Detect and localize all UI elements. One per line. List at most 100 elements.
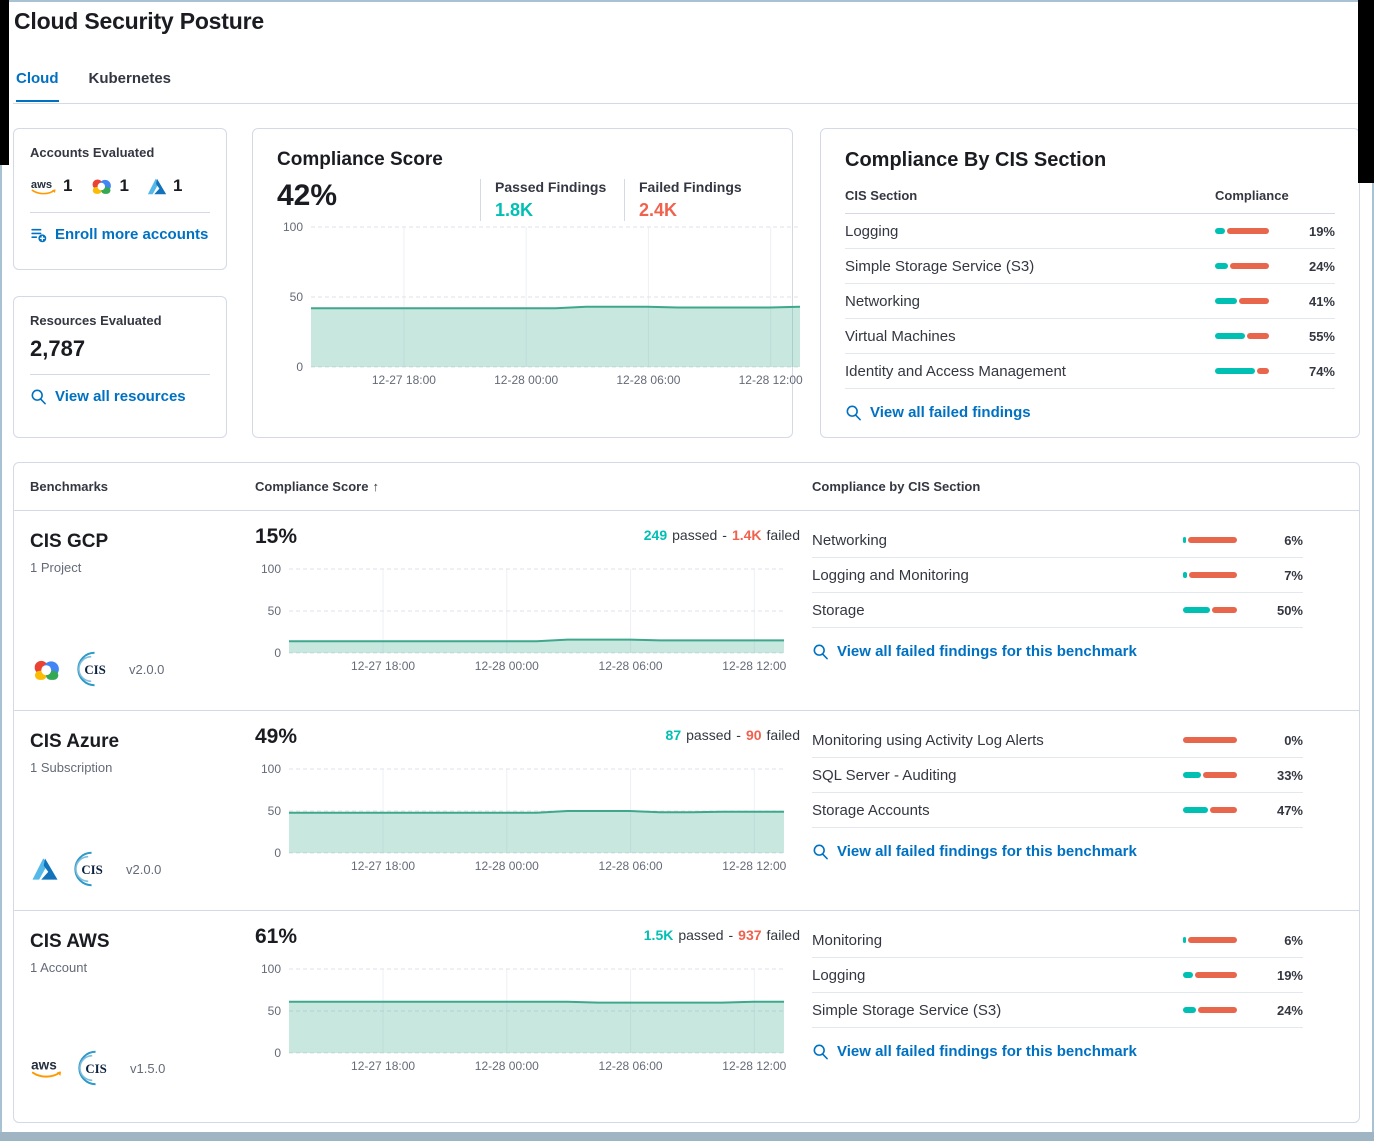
- failed-findings-value: 2.4K: [639, 200, 678, 220]
- compliance-score-column-header[interactable]: Compliance Score ↑: [255, 479, 379, 494]
- view-all-resources-link[interactable]: View all resources: [30, 388, 210, 405]
- sort-ascending-icon: ↑: [372, 479, 379, 494]
- cis-section-row: Simple Storage Service (S3) 24%: [845, 249, 1335, 284]
- benchmarks-table-card: Benchmarks Compliance Score ↑ Compliance …: [13, 462, 1360, 1123]
- resources-evaluated-title: Resources Evaluated: [30, 313, 162, 328]
- tab-bar: Cloud Kubernetes: [16, 70, 171, 102]
- tab-kubernetes[interactable]: Kubernetes: [88, 70, 172, 87]
- compliance-score-card: Compliance Score 42% Passed Findings 1.8…: [252, 128, 803, 438]
- compliance-bar: [1183, 972, 1237, 978]
- resources-count: 2,787: [30, 336, 86, 361]
- passed-count: 87: [665, 727, 682, 743]
- svg-text:0: 0: [274, 846, 281, 860]
- benchmark-name: CIS Azure: [30, 731, 120, 752]
- compliance-percent: 7%: [1284, 567, 1303, 583]
- compliance-bar: [1183, 737, 1237, 743]
- accounts-evaluated-title: Accounts Evaluated: [30, 145, 155, 160]
- compliance-percent: 0%: [1284, 732, 1303, 748]
- svg-text:12-27 18:00: 12-27 18:00: [351, 859, 415, 873]
- azure-account-count: 1: [146, 176, 182, 196]
- compliance-bar: [1183, 772, 1237, 778]
- cis-table-header: CIS Section Compliance: [845, 188, 1335, 214]
- cis-section-name: SQL Server - Auditing: [812, 766, 957, 784]
- cis-section-name: Networking: [812, 531, 888, 549]
- cis-section-row: Storage 50%: [812, 593, 1303, 628]
- passed-findings-stat: Passed Findings 1.8K: [480, 179, 610, 221]
- svg-text:CIS: CIS: [84, 663, 105, 677]
- cis-section-row: Simple Storage Service (S3) 24%: [812, 993, 1303, 1028]
- benchmark-row-cis-gcp: CIS GCP 1 Project CIS v2.0.0 15% 249 pas…: [14, 511, 1359, 711]
- tab-cloud[interactable]: Cloud: [16, 70, 59, 102]
- compliance-percent: 6%: [1284, 532, 1303, 548]
- aws-account-count: aws 1: [30, 176, 73, 196]
- view-failed-findings-benchmark-link[interactable]: View all failed findings for this benchm…: [812, 643, 1303, 660]
- cis-section-name: Logging: [845, 222, 899, 240]
- azure-icon: [146, 177, 168, 196]
- cis-section-row: Virtual Machines 55%: [845, 319, 1335, 354]
- svg-text:50: 50: [268, 804, 282, 818]
- divider: [30, 212, 210, 213]
- cis-section-row: Logging and Monitoring 7%: [812, 558, 1303, 593]
- compliance-percent: 74%: [1308, 363, 1335, 379]
- passed-failed-summary: 249 passed - 1.4K failed: [643, 527, 800, 543]
- azure-count: 1: [172, 176, 183, 195]
- cis-section-name: Monitoring: [812, 931, 883, 949]
- compliance-by-cis-section-column-header: Compliance by CIS Section: [812, 479, 981, 494]
- svg-text:12-28 06:00: 12-28 06:00: [616, 373, 680, 387]
- cis-section-row: SQL Server - Auditing 33%: [812, 758, 1303, 793]
- compliance-bar: [1183, 1007, 1237, 1013]
- compliance-by-cis-section-card: Compliance By CIS Section CIS Section Co…: [820, 128, 1360, 438]
- svg-text:50: 50: [290, 290, 304, 304]
- view-all-failed-findings-link[interactable]: View all failed findings: [845, 404, 1335, 421]
- compliance-column-header: Compliance: [1215, 188, 1289, 203]
- aws-count: 1: [63, 176, 73, 195]
- benchmark-score: 15%: [255, 525, 298, 548]
- compliance-bar: [1215, 263, 1269, 269]
- page-title: Cloud Security Posture: [14, 8, 264, 34]
- benchmarks-column-header[interactable]: Benchmarks: [30, 479, 109, 494]
- svg-text:12-28 06:00: 12-28 06:00: [599, 659, 663, 673]
- compliance-score-value: 42%: [277, 179, 338, 212]
- compliance-percent: 33%: [1276, 767, 1303, 783]
- view-failed-findings-benchmark-link[interactable]: View all failed findings for this benchm…: [812, 843, 1303, 860]
- svg-text:50: 50: [268, 604, 282, 618]
- passed-findings-label: Passed Findings: [495, 179, 607, 195]
- cis-section-name: Virtual Machines: [845, 327, 956, 345]
- gcp-account-count: 1: [89, 176, 129, 196]
- compliance-percent: 19%: [1276, 967, 1303, 983]
- gcp-icon: [89, 176, 114, 196]
- tabs-divider: [13, 103, 1360, 104]
- search-icon: [30, 388, 47, 405]
- benchmark-trend-chart: 0 50 100 12-27 18:00 12-28 00:00 12-28 06:00 1…: [255, 762, 800, 880]
- azure-icon: [30, 856, 60, 882]
- compliance-percent: 50%: [1276, 602, 1303, 618]
- enroll-more-accounts-link[interactable]: Enroll more accounts: [30, 226, 210, 243]
- benchmark-version: v1.5.0: [130, 1060, 166, 1076]
- cis-section-name: Networking: [845, 292, 921, 310]
- passed-findings-value: 1.8K: [495, 200, 534, 220]
- compliance-percent: 24%: [1276, 1002, 1303, 1018]
- svg-text:12-28 00:00: 12-28 00:00: [475, 659, 539, 673]
- compliance-percent: 19%: [1308, 223, 1335, 239]
- compliance-bar: [1215, 368, 1269, 374]
- compliance-percent: 47%: [1276, 802, 1303, 818]
- cis-section-row: Networking 41%: [845, 284, 1335, 319]
- compliance-bar: [1183, 572, 1237, 578]
- benchmark-trend-chart: 0 50 100 12-27 18:00 12-28 00:00 12-28 06:00 1…: [255, 562, 800, 680]
- compliance-bar: [1183, 607, 1237, 613]
- passed-count: 1.5K: [643, 927, 674, 943]
- svg-text:12-28 12:00: 12-28 12:00: [739, 373, 803, 387]
- benchmarks-table-header: Benchmarks Compliance Score ↑ Compliance …: [14, 463, 1359, 511]
- compliance-bar: [1215, 298, 1269, 304]
- gcp-icon: [30, 656, 63, 683]
- svg-text:0: 0: [296, 360, 303, 374]
- search-icon: [812, 643, 829, 660]
- compliance-percent: 24%: [1308, 258, 1335, 274]
- cis-logo-icon: CIS: [72, 850, 110, 888]
- svg-text:100: 100: [283, 221, 303, 234]
- aws-icon: aws: [30, 177, 58, 196]
- cis-logo-icon: CIS: [76, 1049, 114, 1087]
- benchmark-trend-chart: 0 50 100 12-27 18:00 12-28 00:00 12-28 06:00 1…: [255, 962, 800, 1080]
- cis-section-name: Storage: [812, 601, 865, 619]
- view-failed-findings-benchmark-link[interactable]: View all failed findings for this benchm…: [812, 1043, 1303, 1060]
